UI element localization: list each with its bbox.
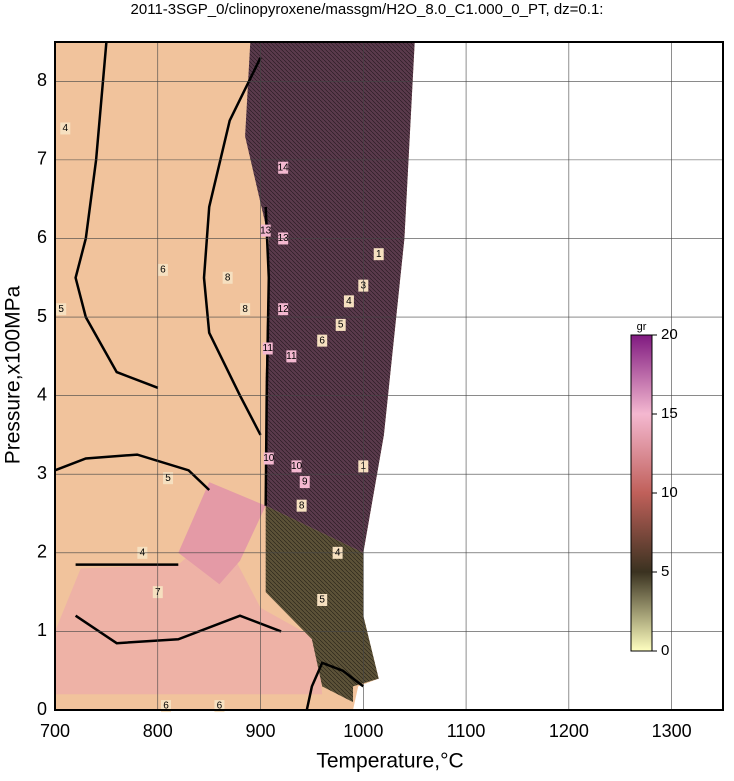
- contour-label-bg: [163, 472, 174, 485]
- contour-label: 1: [376, 249, 382, 260]
- contour-label-bg: [263, 452, 274, 465]
- y-tick-label: 5: [37, 306, 47, 326]
- contour-label: 8: [299, 500, 305, 511]
- contour-label: 5: [58, 304, 64, 315]
- contour-label-bg: [335, 318, 346, 331]
- contour-label: 8: [242, 304, 248, 315]
- region-hatch: [245, 42, 415, 553]
- contour-label: 10: [291, 461, 303, 472]
- contour-label: 10: [263, 453, 275, 464]
- contour-label-bg: [291, 460, 302, 473]
- contour-label: 6: [163, 701, 169, 712]
- contour-label: 11: [263, 343, 274, 354]
- colorbar-tick-label: 20: [661, 326, 678, 343]
- y-tick-label: 2: [37, 542, 47, 562]
- contour-label: 4: [346, 296, 352, 307]
- y-tick-label: 3: [37, 463, 47, 483]
- contour-line: [305, 661, 365, 711]
- contour-line: [74, 614, 282, 645]
- x-tick-label: 1100: [447, 721, 486, 741]
- colorbar-tick-label: 0: [661, 642, 669, 659]
- contour-label-bg: [343, 295, 354, 308]
- contour-label-bg: [222, 271, 233, 284]
- contour-label-bg: [60, 122, 71, 135]
- contour-label-bg: [262, 342, 273, 355]
- contour-label-bg: [373, 248, 384, 261]
- contour-label: 6: [319, 335, 325, 346]
- contour-label: 5: [319, 595, 325, 606]
- contour-label: 11: [286, 351, 297, 362]
- contour-label: 12: [278, 304, 290, 315]
- contour-label: 14: [278, 162, 290, 173]
- contour-label: 5: [165, 473, 171, 484]
- y-tick-label: 4: [37, 384, 47, 404]
- colorbar-tick-label: 10: [661, 484, 678, 501]
- y-tick-label: 7: [37, 149, 47, 169]
- contour-label-bg: [286, 350, 297, 363]
- y-tick-label: 6: [37, 227, 47, 247]
- contour-label-bg: [296, 499, 307, 512]
- contour-label-bg: [157, 263, 168, 276]
- contour-label-bg: [260, 224, 271, 237]
- contour-label: 6: [217, 701, 223, 712]
- contour-label-bg: [317, 593, 328, 606]
- contour-label-bg: [56, 303, 67, 316]
- contour-label: 13: [260, 225, 272, 236]
- y-tick-label: 8: [37, 70, 47, 90]
- y-tick-label: 0: [37, 699, 47, 719]
- contour-label: 9: [302, 477, 308, 488]
- colorbar: [630, 334, 653, 652]
- plot-frame: [54, 41, 724, 711]
- contour-label-bg: [299, 476, 310, 489]
- x-tick-label: 800: [143, 721, 173, 741]
- chart-title: 2011-3SGP_0/clinopyroxene/massgm/H2O_8.0…: [131, 1, 604, 18]
- x-tick-label: 1300: [652, 721, 692, 741]
- y-tick-label: 1: [37, 620, 47, 640]
- x-tick-label: 700: [40, 721, 70, 741]
- contour-label-bg: [160, 700, 171, 713]
- y-axis-label: Pressure,x100MPa: [2, 285, 25, 464]
- x-tick-label: 1000: [343, 721, 383, 741]
- contour-label: 6: [160, 265, 166, 276]
- contour-line: [54, 453, 211, 491]
- contour-label-bg: [214, 700, 225, 713]
- contour-label-bg: [278, 303, 289, 316]
- contour-label-bg: [240, 303, 251, 316]
- x-tick-label: 1200: [549, 721, 589, 741]
- colorbar-label: gr: [637, 321, 647, 333]
- contour-label: 4: [62, 123, 68, 134]
- region: [55, 529, 323, 695]
- contour-label-bg: [278, 161, 289, 174]
- contour-label: 5: [338, 320, 344, 331]
- contour-label: 8: [225, 272, 231, 283]
- x-axis-label: Temperature,°C: [316, 750, 463, 773]
- colorbar-tick-label: 15: [661, 405, 678, 422]
- contour-line: [264, 206, 271, 506]
- region: [178, 482, 266, 585]
- x-tick-label: 900: [246, 721, 276, 741]
- colorbar-tick-label: 5: [661, 563, 669, 580]
- contour-label-bg: [317, 334, 328, 347]
